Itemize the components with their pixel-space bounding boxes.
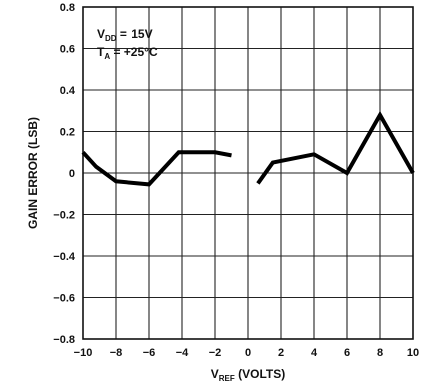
y-tick-label: 0.4 bbox=[60, 85, 76, 97]
x-tick-label: −8 bbox=[110, 347, 123, 359]
data-series bbox=[81, 110, 415, 187]
conditions-annotation: VDD = 15V TA = +25°C bbox=[97, 27, 158, 61]
condition-note: TA = +25°C bbox=[97, 45, 158, 61]
y-tick-label: −0.4 bbox=[53, 251, 76, 263]
x-tick-label: −6 bbox=[143, 347, 156, 359]
y-tick-label: −0.6 bbox=[53, 293, 75, 305]
x-axis-title-sub: REF bbox=[219, 374, 235, 383]
grid bbox=[83, 7, 413, 339]
y-tick-label: 0.8 bbox=[60, 2, 75, 14]
y-tick-label: −0.8 bbox=[53, 334, 75, 346]
x-tick-label: 0 bbox=[245, 347, 251, 359]
x-tick-label: 10 bbox=[407, 347, 419, 359]
x-tick-label: 6 bbox=[344, 347, 350, 359]
x-axis-title: VREF (VOLTS) bbox=[211, 367, 285, 383]
condition-note: VDD = 15V bbox=[97, 27, 153, 43]
gain-error-line-segment-1 bbox=[81, 150, 232, 187]
x-tick-labels: −10 −8 −6 −4 −2 0 2 4 6 8 10 bbox=[74, 347, 419, 359]
x-tick-label: −2 bbox=[209, 347, 222, 359]
x-tick-label: 8 bbox=[377, 347, 383, 359]
x-axis-title-rest: (VOLTS) bbox=[235, 367, 285, 381]
x-tick-label: 2 bbox=[278, 347, 284, 359]
y-axis-title: GAIN ERROR (LSB) bbox=[26, 117, 40, 229]
y-tick-label: 0.6 bbox=[60, 44, 75, 56]
y-tick-label: −0.2 bbox=[53, 210, 75, 222]
gain-error-line-segment-2 bbox=[256, 110, 415, 185]
x-tick-label: −4 bbox=[176, 347, 189, 359]
x-tick-label: 4 bbox=[311, 347, 318, 359]
y-tick-labels: 0.8 0.6 0.4 0.2 0 −0.2 −0.4 −0.6 −0.8 bbox=[53, 2, 76, 346]
x-axis-title-main: V bbox=[211, 367, 219, 381]
y-tick-label: 0 bbox=[69, 168, 75, 180]
x-tick-label: −10 bbox=[74, 347, 93, 359]
y-tick-label: 0.2 bbox=[60, 127, 75, 139]
